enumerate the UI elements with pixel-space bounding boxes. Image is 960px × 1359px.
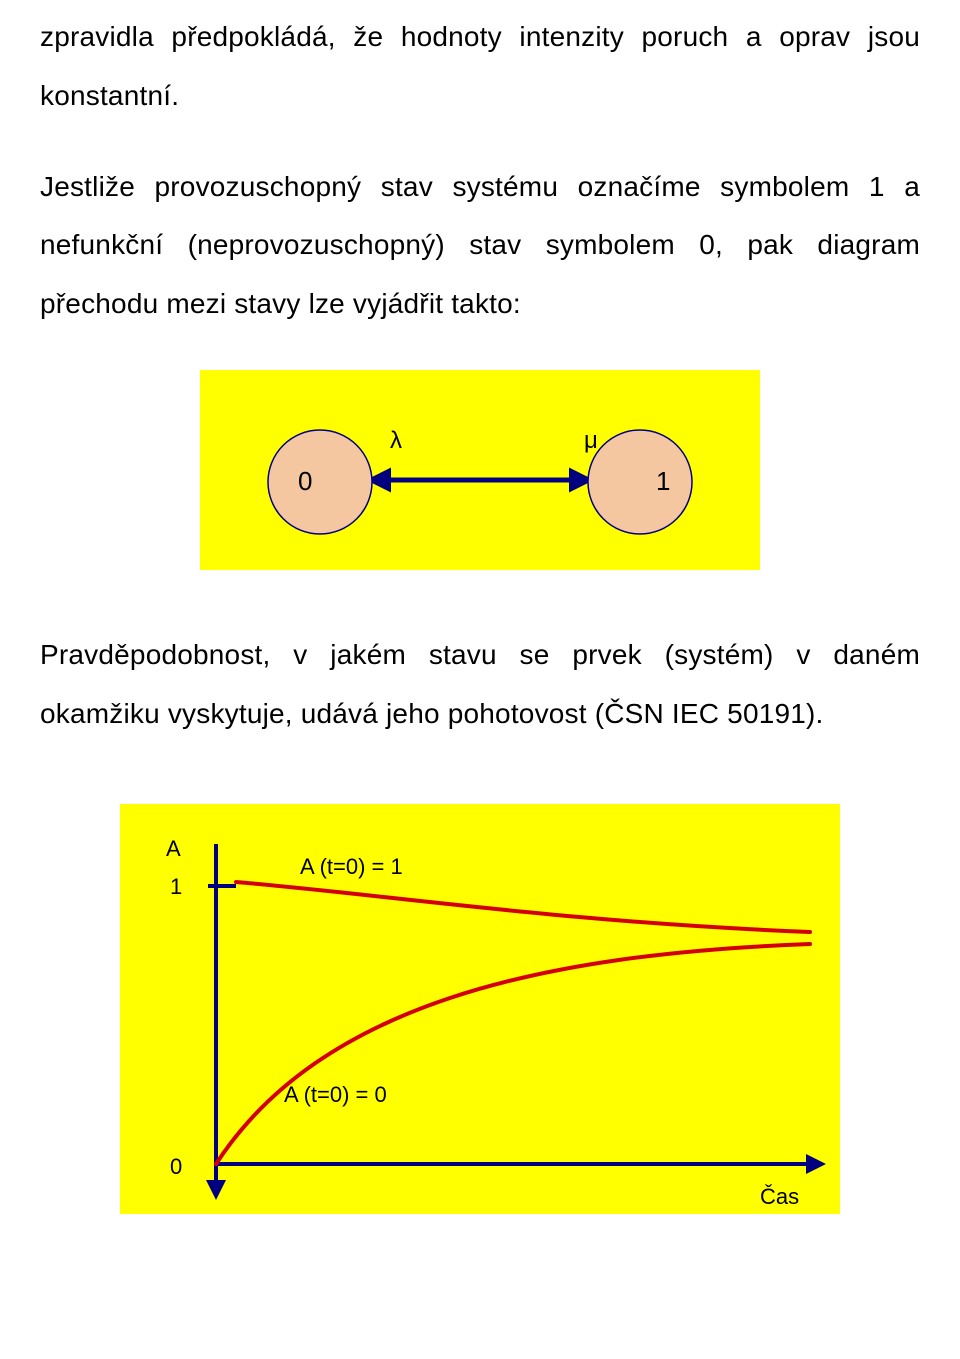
availability-chart: A 1 0 A (t=0) = 1 A (t=0) = 0 Čas bbox=[120, 804, 840, 1214]
state-diagram-svg: 0 1 λ μ bbox=[200, 370, 760, 570]
paragraph-2: Jestliže provozuschopný stav systému ozn… bbox=[40, 158, 920, 334]
availability-chart-svg: A 1 0 A (t=0) = 1 A (t=0) = 0 Čas bbox=[120, 804, 840, 1214]
svg-text:0: 0 bbox=[170, 1154, 182, 1179]
svg-text:Čas: Čas bbox=[760, 1184, 799, 1209]
svg-text:A (t=0) = 1: A (t=0) = 1 bbox=[300, 854, 403, 879]
state-transition-diagram: 0 1 λ μ bbox=[200, 370, 760, 570]
svg-text:1: 1 bbox=[170, 874, 182, 899]
svg-text:A (t=0) = 0: A (t=0) = 0 bbox=[284, 1082, 387, 1107]
svg-text:A: A bbox=[166, 836, 181, 861]
document-page: zpravidla předpokládá, že hodnoty intenz… bbox=[0, 0, 960, 1359]
paragraph-3: Pravděpodobnost, v jakém stavu se prvek … bbox=[40, 626, 920, 744]
paragraph-1: zpravidla předpokládá, že hodnoty intenz… bbox=[40, 8, 920, 126]
svg-text:λ: λ bbox=[390, 427, 402, 454]
svg-text:0: 0 bbox=[298, 466, 312, 496]
svg-text:μ: μ bbox=[584, 427, 598, 454]
svg-text:1: 1 bbox=[656, 466, 670, 496]
